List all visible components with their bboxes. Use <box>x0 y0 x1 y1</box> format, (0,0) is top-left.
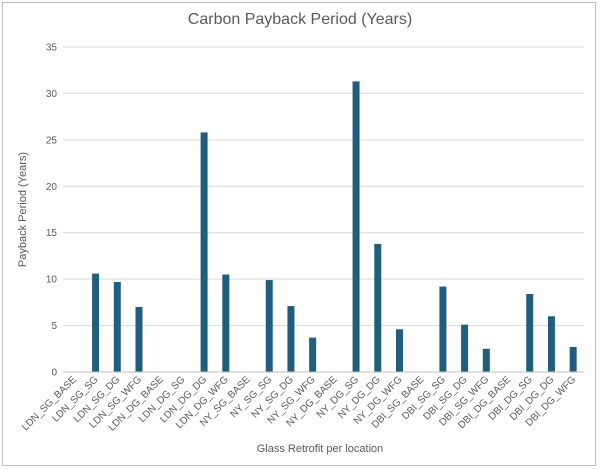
y-axis-ticks: 0 5 10 15 20 25 30 35 <box>46 43 58 379</box>
y-tick-label: 5 <box>51 321 57 332</box>
bar-ldn-sg-wfg <box>135 307 143 372</box>
y-tick-label: 0 <box>51 368 57 379</box>
gridlines <box>63 46 584 327</box>
bar-ldn-dg-wfg <box>222 274 230 372</box>
y-axis-title: Payback Period (Years) <box>17 152 29 267</box>
bar-ny-dg-sg <box>352 81 360 372</box>
chart-frame <box>2 2 596 466</box>
y-tick-label: 30 <box>46 89 58 100</box>
bar-ny-sg-wfg <box>309 337 317 372</box>
y-tick-label: 15 <box>46 228 58 239</box>
bar-dbi-sg-dg <box>461 324 469 372</box>
bar-ny-sg-sg <box>265 280 273 372</box>
bars <box>92 81 577 372</box>
y-tick-label: 25 <box>46 135 58 146</box>
bar-ny-dg-wfg <box>395 329 403 372</box>
chart-title: Carbon Payback Period (Years) <box>188 11 412 28</box>
y-tick-label: 10 <box>46 275 58 286</box>
x-axis-ticks: LDN_SG_BASELDN_SG_SGLDN_SG_DGLDN_SG_WFGL… <box>20 374 578 433</box>
bar-ldn-dg-dg <box>200 132 208 372</box>
bar-dbi-dg-wfg <box>569 346 577 372</box>
bar-dbi-dg-sg <box>526 294 534 372</box>
x-axis-title: Glass Retrofit per location <box>257 443 384 455</box>
y-tick-label: 20 <box>46 182 58 193</box>
bar-ny-sg-dg <box>287 306 295 372</box>
bar-dbi-sg-wfg <box>482 348 490 372</box>
bar-ny-dg-dg <box>374 243 382 372</box>
bar-dbi-sg-sg <box>439 286 447 372</box>
y-tick-label: 35 <box>46 43 58 54</box>
bar-dbi-dg-dg <box>547 316 555 372</box>
bar-ldn-sg-sg <box>92 273 100 372</box>
bar-ldn-sg-dg <box>113 281 121 372</box>
